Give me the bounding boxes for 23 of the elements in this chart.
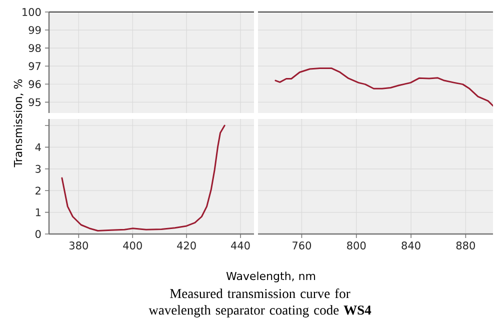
- y-tick-label: 100: [22, 8, 41, 16]
- y-tick-label: 98: [28, 44, 41, 52]
- x-tick-label: 880: [456, 242, 475, 250]
- text: Measured transmission curve for wavelength separator coating code WS4: [148, 288, 372, 318]
- y-tick-label: 96: [28, 80, 41, 88]
- x-tick-label: 760: [292, 242, 312, 250]
- y-tick-label: 4: [35, 143, 41, 152]
- x-tick-label: 840: [402, 242, 420, 250]
- y-axis-title: Transmission, %: [14, 79, 24, 168]
- y-tick-label: 3: [36, 164, 41, 173]
- x-tick-label: 400: [123, 242, 142, 250]
- y-tick-label: 1: [36, 208, 41, 216]
- x-tick-label: 440: [231, 242, 250, 250]
- line-series: [61, 124, 226, 232]
- y-tick-label: 2: [36, 186, 40, 194]
- y-tick-label: 99: [28, 26, 41, 34]
- y-tick-label: 97: [28, 62, 41, 70]
- x-tick-label: 420: [177, 242, 196, 250]
- y-tick-label: 0: [35, 230, 41, 238]
- x-tick-label: 800: [347, 242, 366, 250]
- y-tick-label: 95: [28, 98, 41, 106]
- x-tick-label: 380: [69, 242, 88, 250]
- x-axis-title: Wavelength, nm: [226, 272, 316, 282]
